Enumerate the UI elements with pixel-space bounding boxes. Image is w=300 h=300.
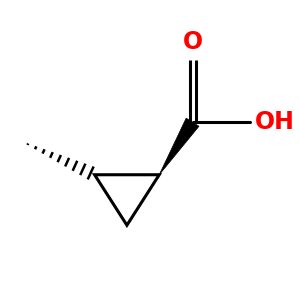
Text: OH: OH (255, 110, 295, 134)
Polygon shape (159, 118, 199, 175)
Text: O: O (182, 30, 203, 54)
